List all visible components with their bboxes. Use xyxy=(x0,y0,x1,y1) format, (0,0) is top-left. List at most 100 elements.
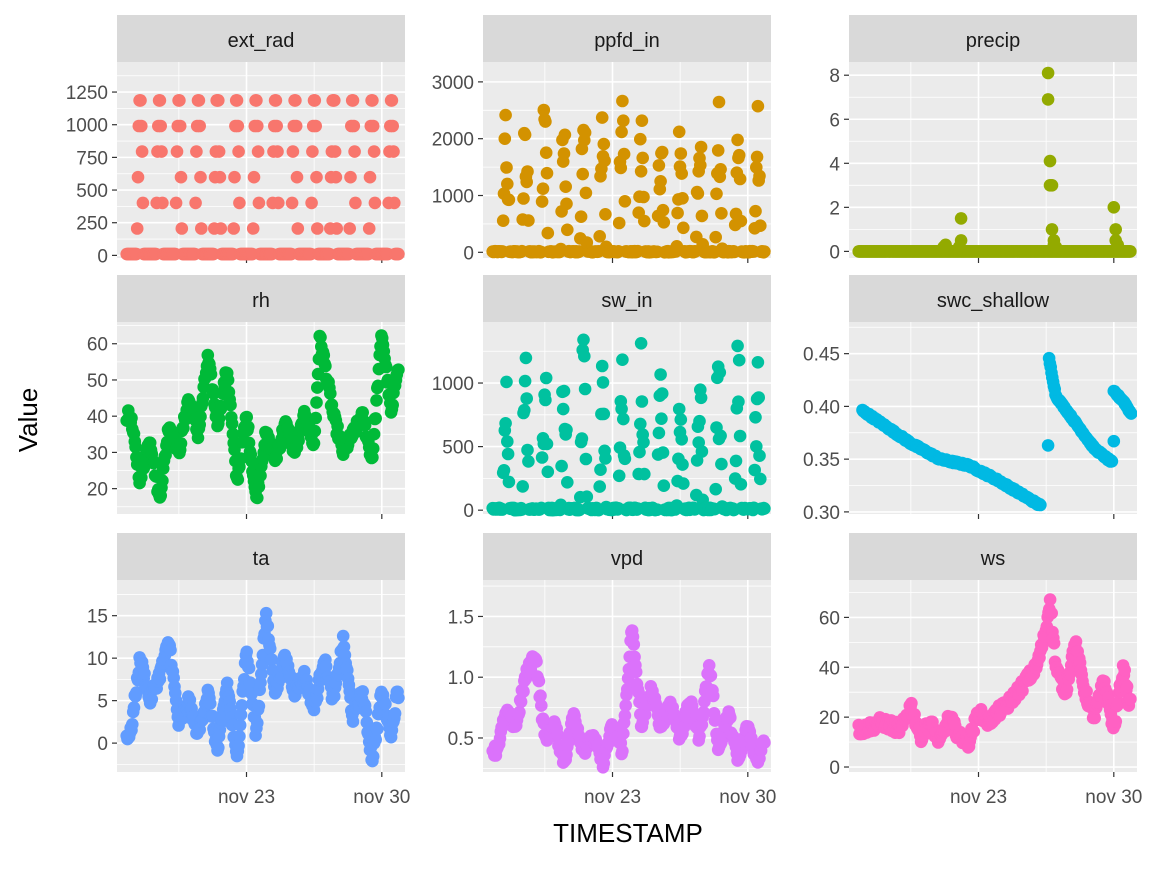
data-point xyxy=(577,333,590,347)
data-point xyxy=(501,447,515,461)
data-point xyxy=(346,715,360,728)
data-points xyxy=(120,94,405,261)
data-point xyxy=(954,234,968,247)
data-point xyxy=(363,170,377,184)
data-point xyxy=(359,705,373,718)
data-point xyxy=(193,119,206,133)
data-point xyxy=(618,709,632,722)
data-point xyxy=(207,387,220,400)
facet-strip-label: rh xyxy=(252,290,270,312)
data-point xyxy=(1109,715,1123,728)
data-point xyxy=(392,247,405,261)
data-point xyxy=(270,119,284,133)
data-point xyxy=(677,221,690,235)
data-point xyxy=(656,203,670,217)
data-point xyxy=(691,187,705,200)
data-point xyxy=(307,437,321,450)
data-point xyxy=(555,459,568,473)
data-point xyxy=(1041,93,1055,106)
data-point xyxy=(967,725,981,738)
data-point xyxy=(259,606,273,620)
data-point xyxy=(732,395,745,409)
data-point xyxy=(127,701,141,714)
data-point xyxy=(231,119,245,133)
data-point xyxy=(657,216,671,229)
data-point xyxy=(234,452,248,465)
data-point xyxy=(194,410,207,423)
data-point xyxy=(595,359,609,373)
data-point xyxy=(214,222,228,235)
data-point xyxy=(534,689,547,702)
data-point xyxy=(711,144,725,157)
data-point xyxy=(136,196,150,210)
data-point xyxy=(343,222,357,235)
data-point xyxy=(575,432,589,445)
y-tick-label: 1000 xyxy=(432,187,474,208)
data-point xyxy=(358,419,372,432)
y-tick-label: 1250 xyxy=(66,83,108,104)
data-point xyxy=(617,412,630,426)
data-point xyxy=(695,445,709,458)
data-point xyxy=(733,429,747,443)
data-point xyxy=(704,669,718,682)
data-point xyxy=(1124,407,1137,420)
data-point xyxy=(758,245,771,258)
panel-background xyxy=(483,62,771,258)
data-point xyxy=(189,196,202,210)
data-point xyxy=(521,165,534,178)
data-point xyxy=(751,356,765,369)
data-point xyxy=(190,145,203,158)
facet-strip-label: ppfd_in xyxy=(594,30,660,52)
data-point xyxy=(324,387,337,400)
data-point xyxy=(1124,245,1137,258)
data-point xyxy=(939,238,952,252)
facet-panel-swc_shallow: swc_shallow 0.30 0.35 0.40 0.45 xyxy=(803,275,1137,524)
data-point xyxy=(125,411,138,425)
data-point xyxy=(263,642,277,655)
data-point xyxy=(537,103,551,117)
data-point xyxy=(501,435,514,448)
data-point xyxy=(655,387,669,400)
y-tick-label: 250 xyxy=(76,214,108,235)
data-point xyxy=(387,145,400,158)
data-point xyxy=(131,170,145,184)
y-tick-label: 1000 xyxy=(432,374,474,395)
data-point xyxy=(541,465,555,479)
data-point xyxy=(1120,680,1134,693)
data-point xyxy=(634,132,647,146)
data-point xyxy=(212,741,225,754)
data-point xyxy=(174,170,188,184)
facet-panel-rh: rh 20 30 40 50 60 xyxy=(87,275,405,519)
data-point xyxy=(655,145,669,159)
data-point xyxy=(220,676,234,690)
data-point xyxy=(289,94,302,107)
data-point xyxy=(612,216,626,230)
data-point xyxy=(540,437,554,451)
x-tick-label: nov 30 xyxy=(719,787,776,808)
data-point xyxy=(147,455,161,469)
y-tick-label: 750 xyxy=(76,148,108,169)
data-point xyxy=(1041,66,1055,80)
data-point xyxy=(309,119,323,133)
y-tick-label: 0.35 xyxy=(803,450,840,471)
panel-background xyxy=(849,580,1137,772)
y-tick-label: 0.40 xyxy=(803,397,840,418)
data-point xyxy=(371,722,384,736)
data-point xyxy=(637,190,650,204)
data-point xyxy=(135,145,149,158)
data-point xyxy=(539,371,553,385)
y-tick-label: 2000 xyxy=(432,130,474,151)
data-point xyxy=(231,473,245,486)
data-point xyxy=(595,111,609,124)
data-point xyxy=(724,711,737,724)
y-tick-label: 1000 xyxy=(66,116,108,137)
data-point xyxy=(551,728,564,741)
data-point xyxy=(331,419,344,433)
data-point xyxy=(1118,663,1131,677)
data-point xyxy=(319,359,332,373)
panel-background xyxy=(117,62,405,258)
data-point xyxy=(758,736,771,749)
data-point xyxy=(126,718,139,731)
data-point xyxy=(629,665,643,679)
